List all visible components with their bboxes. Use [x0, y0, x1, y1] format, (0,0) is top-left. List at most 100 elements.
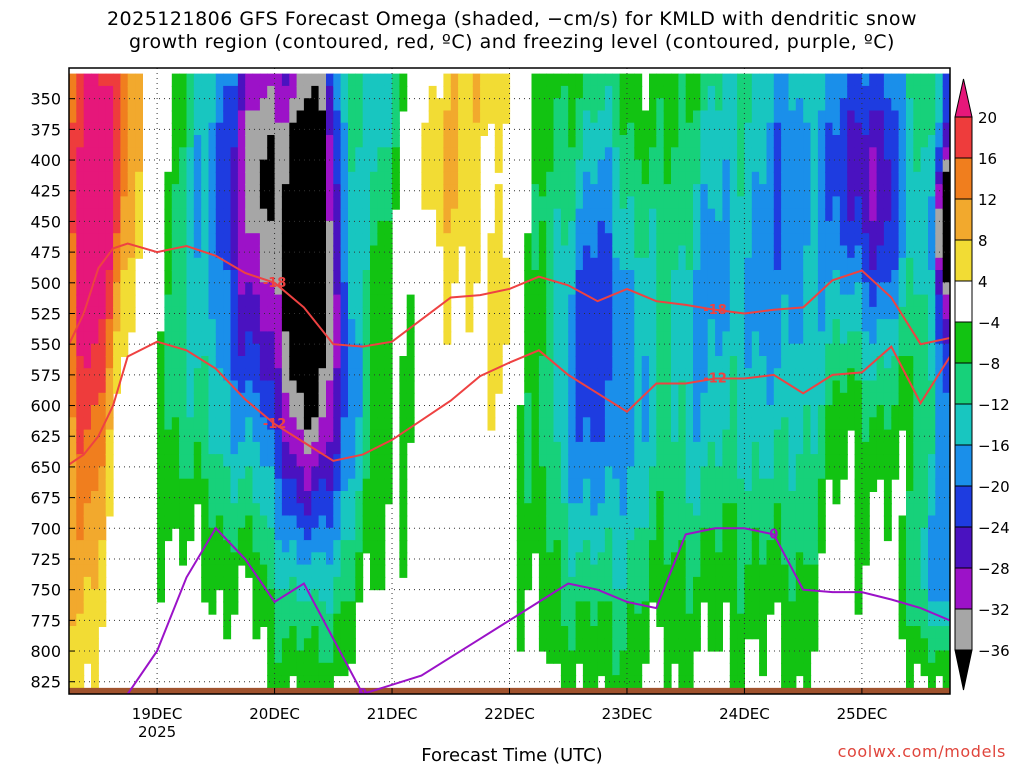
- omega-cell: [883, 331, 892, 345]
- omega-cell: [311, 294, 320, 308]
- omega-cell: [560, 392, 569, 407]
- omega-cell: [913, 392, 922, 407]
- omega-cell: [891, 294, 900, 308]
- omega-cell: [913, 491, 922, 505]
- omega-cell: [707, 98, 716, 112]
- omega-cell: [942, 503, 950, 517]
- omega-cell: [186, 466, 195, 480]
- omega-cell: [920, 576, 929, 591]
- omega-cell: [223, 564, 232, 578]
- omega-cell: [663, 441, 672, 456]
- omega-cell: [641, 294, 650, 308]
- omega-cell: [98, 220, 107, 235]
- omega-cell: [935, 601, 944, 615]
- omega-cell: [538, 589, 547, 603]
- omega-cell: [362, 478, 371, 492]
- omega-cell: [575, 159, 584, 173]
- omega-cell: [759, 491, 767, 505]
- omega-cell: [641, 405, 650, 419]
- omega-cell: [883, 135, 892, 149]
- omega-cell: [729, 98, 738, 112]
- omega-cell: [729, 662, 738, 677]
- omega-cell: [281, 294, 290, 308]
- omega-cell: [171, 282, 180, 296]
- omega-cell: [267, 282, 276, 296]
- omega-cell: [898, 98, 907, 112]
- omega-cell: [700, 294, 709, 308]
- omega-cell: [883, 306, 892, 321]
- omega-cell: [436, 233, 444, 247]
- omega-cell: [942, 135, 950, 149]
- omega-cell: [179, 171, 187, 186]
- omega-cell: [296, 613, 305, 627]
- omega-cell: [237, 380, 246, 394]
- omega-cell: [127, 196, 136, 210]
- omega-cell: [524, 515, 533, 529]
- omega-cell: [245, 208, 254, 222]
- omega-cell: [362, 306, 371, 321]
- omega-cell: [810, 540, 819, 554]
- omega-cell: [259, 159, 268, 173]
- omega-cell: [817, 527, 826, 542]
- omega-cell: [516, 626, 525, 640]
- omega-cell: [788, 515, 797, 529]
- omega-cell: [722, 392, 731, 407]
- omega-cell: [443, 220, 452, 235]
- omega-cell: [773, 110, 782, 124]
- omega-cell: [942, 233, 950, 247]
- omega-cell: [737, 147, 745, 161]
- omega-cell: [649, 417, 657, 431]
- omega-cell: [355, 527, 364, 542]
- omega-cell: [656, 380, 665, 394]
- omega-cell: [303, 638, 312, 652]
- omega-cell: [832, 159, 841, 173]
- omega-cell: [252, 392, 261, 407]
- omega-cell: [237, 356, 246, 370]
- omega-cell: [406, 392, 415, 407]
- omega-cell: [281, 662, 290, 677]
- omega-cell: [303, 392, 312, 407]
- omega-cell: [671, 601, 679, 615]
- omega-cell: [847, 220, 856, 235]
- omega-cell: [803, 208, 812, 222]
- omega-cell: [759, 478, 767, 492]
- omega-cell: [443, 282, 452, 296]
- omega-cell: [729, 601, 738, 615]
- omega-cell: [303, 576, 312, 591]
- omega-cell: [318, 552, 327, 566]
- omega-cell: [267, 675, 276, 689]
- omega-cell: [135, 220, 143, 235]
- omega-cell: [127, 294, 136, 308]
- omega-cell: [759, 184, 767, 198]
- omega-cell: [722, 184, 731, 198]
- omega-cell: [582, 552, 591, 566]
- omega-cell: [942, 184, 950, 198]
- omega-cell: [289, 270, 298, 284]
- omega-cell: [516, 564, 525, 578]
- omega-cell: [582, 564, 591, 578]
- omega-cell: [627, 564, 635, 578]
- omega-cell: [83, 491, 92, 505]
- omega-cell: [208, 503, 217, 517]
- omega-cell: [693, 417, 701, 431]
- omega-cell: [766, 270, 775, 284]
- omega-cell: [891, 368, 900, 382]
- omega-cell: [516, 576, 525, 591]
- omega-cell: [722, 429, 731, 443]
- omega-cell: [663, 601, 672, 615]
- omega-cell: [795, 589, 804, 603]
- omega-cell: [443, 122, 452, 136]
- omega-cell: [582, 270, 591, 284]
- omega-cell: [656, 98, 665, 112]
- omega-cell: [348, 466, 356, 480]
- omega-cell: [707, 638, 716, 652]
- omega-cell: [825, 294, 834, 308]
- omega-cell: [546, 503, 555, 517]
- omega-cell: [531, 135, 540, 149]
- omega-cell: [252, 208, 261, 222]
- omega-cell: [458, 98, 466, 112]
- omega-cell: [612, 294, 621, 308]
- omega-cell: [781, 650, 789, 664]
- omega-cell: [494, 98, 503, 112]
- omega-cell: [531, 73, 540, 87]
